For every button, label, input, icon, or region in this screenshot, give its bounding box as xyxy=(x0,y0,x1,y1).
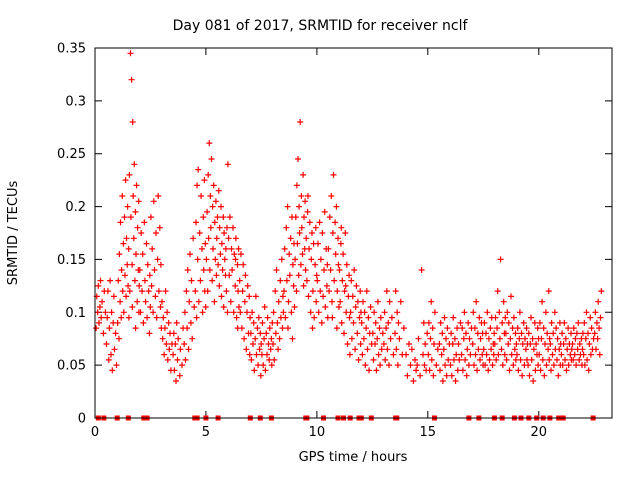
y-tick-label: 0.25 xyxy=(57,147,86,162)
x-tick-label: 0 xyxy=(91,425,99,440)
data-points xyxy=(93,50,605,421)
axis-ticks: 0 5 10 15 20 0 0.05 0.1 0.15 0.2 0.25 0.3 0.35 xyxy=(57,42,612,440)
y-axis-label: SRMTID / TECUs xyxy=(6,181,21,286)
x-axis-label: GPS time / hours xyxy=(299,450,408,465)
x-tick-label: 5 xyxy=(202,425,210,440)
plot-area-border xyxy=(94,47,613,419)
scatter-points xyxy=(93,50,605,384)
y-tick-label: 0.05 xyxy=(57,359,86,374)
tick-marks xyxy=(94,47,612,419)
x-tick-label: 20 xyxy=(531,425,548,440)
x-tick-label: 10 xyxy=(309,425,326,440)
y-tick-label: 0.35 xyxy=(57,42,86,57)
y-tick-label: 0.1 xyxy=(65,306,86,321)
y-tick-label: 0.3 xyxy=(65,94,86,109)
chart-title: Day 081 of 2017, SRMTID for receiver ncl… xyxy=(173,18,469,34)
y-tick-label: 0.2 xyxy=(65,200,86,215)
x-tick-label: 15 xyxy=(420,425,437,440)
y-tick-label: 0.15 xyxy=(57,253,86,268)
y-tick-label: 0 xyxy=(78,412,86,427)
